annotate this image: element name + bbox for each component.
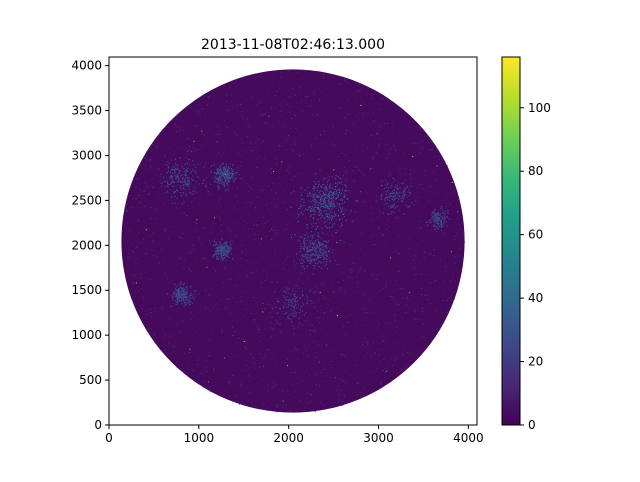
colorbar-tick-label: 20 — [528, 355, 543, 369]
colorbar — [501, 56, 521, 426]
colorbar-tick-label: 60 — [528, 228, 543, 242]
colorbar-tick-label: 100 — [528, 101, 551, 115]
bright-region — [160, 150, 209, 205]
bright-region — [267, 285, 316, 327]
x-tick-label: 0 — [105, 431, 113, 445]
colorbar-tick-label: 0 — [528, 418, 536, 432]
x-tick-label: 3000 — [363, 431, 394, 445]
bright-region — [212, 238, 234, 262]
bright-region — [290, 173, 362, 234]
y-tick-label: 500 — [79, 373, 102, 387]
colorbar-axis: 0 20 40 60 80 100 — [520, 101, 551, 432]
bright-region — [166, 281, 197, 307]
disk-noise — [121, 70, 466, 413]
y-tick-label: 2000 — [71, 238, 102, 252]
x-tick-label: 2000 — [273, 431, 304, 445]
bright-pixels — [126, 104, 459, 402]
solar-disk — [121, 69, 465, 413]
colorbar-tick-label: 40 — [528, 291, 543, 305]
solar-image — [121, 69, 466, 413]
colorbar-tick-label: 80 — [528, 164, 543, 178]
bright-region — [425, 205, 451, 233]
chart-title: 2013-11-08T02:46:13.000 — [201, 37, 385, 53]
y-tick-label: 3000 — [71, 148, 102, 162]
bright-region — [375, 173, 417, 219]
x-axis: 0 1000 2000 3000 4000 — [105, 425, 484, 445]
bright-region — [294, 225, 342, 275]
y-tick-label: 3500 — [71, 104, 102, 118]
plot-frame — [108, 56, 478, 426]
y-tick-label: 4000 — [71, 59, 102, 73]
y-axis: 0 500 1000 1500 2000 2500 3000 3500 4000 — [71, 59, 109, 432]
y-tick-label: 0 — [94, 418, 102, 432]
x-tick-label: 1000 — [184, 431, 215, 445]
bright-region — [210, 162, 242, 191]
x-tick-label: 4000 — [453, 431, 484, 445]
y-tick-label: 1500 — [71, 283, 102, 297]
y-tick-label: 2500 — [71, 193, 102, 207]
y-tick-label: 1000 — [71, 328, 102, 342]
